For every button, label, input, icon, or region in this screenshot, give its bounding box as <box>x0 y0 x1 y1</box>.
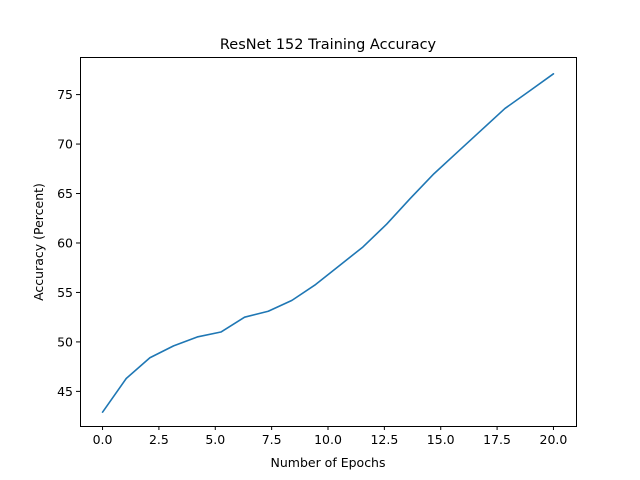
series-line-0 <box>101 73 555 413</box>
x-tick-label: 5.0 <box>205 432 225 447</box>
plot-area <box>101 73 555 413</box>
x-tick-label: 10.0 <box>314 432 342 447</box>
x-tick-label: 2.5 <box>149 432 169 447</box>
x-tick-label: 12.5 <box>370 432 398 447</box>
y-axis: 45 50 55 60 65 70 75 <box>57 87 80 399</box>
y-tick-label: 65 <box>57 186 73 201</box>
plot-frame <box>80 57 577 427</box>
x-axis: 0.0 2.5 5.0 7.5 10.0 12.5 15.0 17.5 20.0 <box>93 426 568 447</box>
chart-title: ResNet 152 Training Accuracy <box>220 37 437 53</box>
x-tick-label: 20.0 <box>540 432 568 447</box>
y-tick-label: 70 <box>57 137 73 152</box>
y-tick-label: 50 <box>57 334 73 349</box>
x-tick-label: 17.5 <box>483 432 511 447</box>
x-tick-label: 0.0 <box>93 432 113 447</box>
y-tick-label: 60 <box>57 235 73 250</box>
x-tick-label: 7.5 <box>262 432 282 447</box>
x-axis-label: Number of Epochs <box>271 455 386 470</box>
y-tick-label: 45 <box>57 384 73 399</box>
x-tick-label: 15.0 <box>427 432 455 447</box>
y-tick-label: 55 <box>57 285 73 300</box>
y-axis-label: Accuracy (Percent) <box>31 183 46 301</box>
y-tick-label: 75 <box>57 87 73 102</box>
